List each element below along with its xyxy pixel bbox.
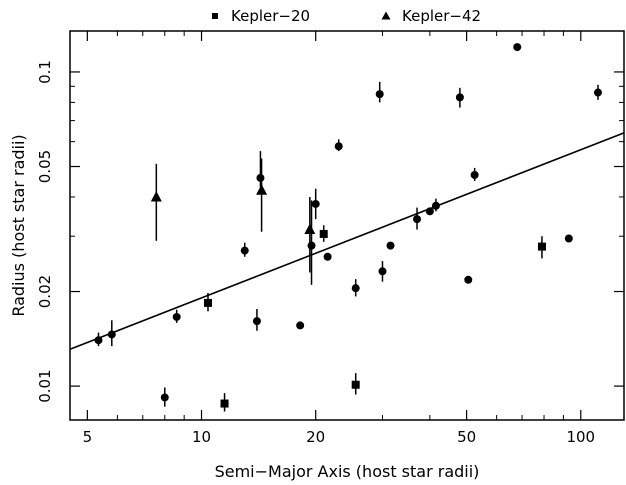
- x-tick-label: 100: [566, 428, 595, 446]
- legend-marker-triangle: [381, 11, 391, 20]
- circle-point: [172, 312, 181, 321]
- legend-label: Kepler−42: [402, 7, 481, 25]
- triangle-point: [150, 190, 162, 202]
- circle-point: [593, 88, 602, 97]
- fit-line: [69, 132, 625, 351]
- circle-point: [513, 43, 522, 52]
- circle-point: [107, 330, 116, 339]
- fit-line-group: [69, 132, 625, 351]
- circle-point: [252, 317, 261, 326]
- circle-point: [375, 90, 384, 99]
- circle-point: [431, 201, 440, 210]
- circle-point: [160, 393, 169, 402]
- square-point: [220, 399, 229, 408]
- circle-point: [386, 241, 395, 250]
- x-tick-label: 10: [192, 428, 211, 446]
- circle-point: [564, 234, 573, 243]
- data-points: [94, 43, 602, 412]
- y-axis: 0.01 0.02 0.05 0.1: [36, 60, 624, 403]
- x-tick-label: 5: [83, 428, 93, 446]
- triangle-point: [256, 184, 268, 195]
- square-point: [351, 380, 360, 389]
- circle-point: [334, 142, 343, 151]
- x-axis: 5 10 20 50 100: [83, 31, 595, 446]
- square-point: [537, 242, 546, 251]
- y-tick-label: 0.02: [36, 275, 54, 308]
- circle-point: [296, 321, 305, 330]
- square-point: [319, 229, 328, 238]
- circle-point: [455, 93, 464, 102]
- circle-point: [351, 284, 360, 293]
- legend: Kepler−20 Kepler−42: [212, 7, 481, 25]
- circle-point: [425, 207, 434, 216]
- x-axis-label: Semi−Major Axis (host star radii): [215, 462, 480, 481]
- y-axis-label: Radius (host star radii): [9, 134, 28, 316]
- circle-point: [323, 252, 332, 261]
- legend-marker-square: [212, 13, 218, 19]
- circle-point: [256, 173, 265, 182]
- x-tick-label: 50: [457, 428, 476, 446]
- circle-point: [307, 241, 316, 250]
- x-tick-label: 20: [306, 428, 325, 446]
- circle-point: [378, 267, 387, 276]
- triangle-point: [304, 223, 316, 235]
- circle-point: [311, 199, 320, 208]
- y-tick-label: 0.01: [36, 369, 54, 402]
- circle-point: [464, 275, 473, 284]
- circle-point: [470, 170, 479, 179]
- y-tick-label: 0.1: [36, 60, 54, 84]
- square-point: [203, 298, 212, 307]
- circle-point: [94, 336, 103, 345]
- circle-point: [413, 215, 422, 224]
- legend-label: Kepler−20: [231, 7, 310, 25]
- plot-frame: [69, 30, 625, 421]
- circle-point: [240, 246, 249, 255]
- y-tick-label: 0.05: [36, 150, 54, 183]
